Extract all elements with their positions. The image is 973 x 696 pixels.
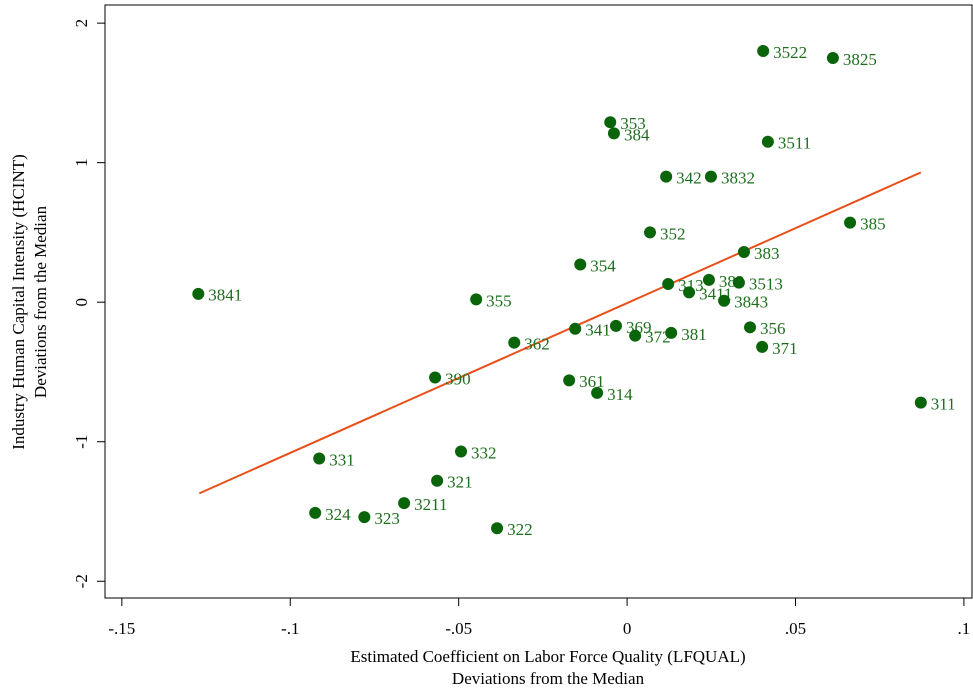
point-label: 355 [486, 291, 512, 310]
point [744, 321, 757, 334]
x-tick-label: -.15 [108, 619, 135, 638]
point-label: 3841 [208, 286, 242, 305]
point [660, 170, 673, 183]
point-label: 372 [645, 328, 671, 347]
point [643, 226, 656, 239]
y-tick-label: 0 [72, 298, 91, 307]
y-tick-label: 2 [72, 19, 91, 28]
point-label: 361 [579, 372, 605, 391]
point [718, 294, 731, 307]
point-label: 3843 [734, 293, 768, 312]
y-tick-label: -1 [72, 435, 91, 449]
point-label: 352 [660, 224, 686, 243]
point [398, 497, 411, 510]
point [914, 396, 927, 409]
point [756, 340, 769, 353]
point [563, 374, 576, 387]
point [665, 326, 678, 339]
point [470, 293, 483, 306]
point-label: 390 [445, 369, 471, 388]
point [358, 511, 371, 524]
point [683, 286, 696, 299]
point [757, 45, 770, 58]
point [704, 170, 717, 183]
point-label: 3513 [749, 275, 783, 294]
point [629, 329, 642, 342]
x-axis-title: Estimated Coefficient on Labor Force Qua… [350, 647, 745, 666]
point-label: 383 [754, 244, 780, 263]
y-axis-title: Industry Human Capital Intensity (HCINT) [9, 154, 28, 450]
point-label: 323 [374, 509, 400, 528]
point-label: 341 [585, 321, 611, 340]
point [732, 276, 745, 289]
point-label: 385 [860, 215, 886, 234]
point [826, 52, 839, 65]
x-tick-label: .05 [785, 619, 806, 638]
x-tick-label: 0 [623, 619, 632, 638]
x-axis-title: Deviations from the Median [452, 669, 645, 688]
point [591, 386, 604, 399]
point [491, 522, 504, 535]
point-label: 321 [447, 473, 473, 492]
point-label: 356 [760, 319, 786, 338]
point [429, 371, 442, 384]
point-label: 322 [507, 520, 533, 539]
point-label: 3832 [721, 169, 755, 188]
point-label: 3211 [414, 495, 447, 514]
point-label: 324 [325, 505, 351, 524]
plot-frame [104, 4, 973, 599]
point-label: 3825 [843, 50, 877, 69]
point-label: 354 [590, 256, 616, 275]
point-label: 342 [676, 169, 702, 188]
point [508, 336, 521, 349]
y-tick-label: 1 [72, 158, 91, 167]
point [702, 273, 715, 286]
point-label: 371 [772, 339, 798, 358]
point-label: 314 [607, 385, 633, 404]
point-label: 331 [329, 450, 355, 469]
point [604, 116, 617, 129]
point [455, 445, 468, 458]
point-label: 384 [624, 125, 650, 144]
point-label: 311 [931, 395, 956, 414]
point [313, 452, 326, 465]
fit-line [198, 171, 922, 495]
x-tick-label: -.1 [281, 619, 299, 638]
point-label: 353 [620, 114, 646, 133]
point [609, 319, 622, 332]
point-label: 362 [524, 335, 550, 354]
point-label: 332 [471, 443, 497, 462]
point [574, 258, 587, 271]
y-axis-title: Deviations from the Median [31, 205, 50, 398]
point [309, 506, 322, 519]
point [737, 245, 750, 258]
x-tick-label: .1 [958, 619, 971, 638]
point [192, 287, 205, 300]
point [844, 216, 857, 229]
point-label: 381 [681, 325, 707, 344]
point [662, 278, 675, 291]
x-tick-label: -.05 [445, 619, 472, 638]
point [607, 127, 620, 140]
point [431, 474, 444, 487]
point [569, 322, 582, 335]
y-tick-label: -2 [72, 574, 91, 588]
point-label: 3511 [778, 134, 811, 153]
point-label: 3522 [773, 43, 807, 62]
point [761, 135, 774, 148]
